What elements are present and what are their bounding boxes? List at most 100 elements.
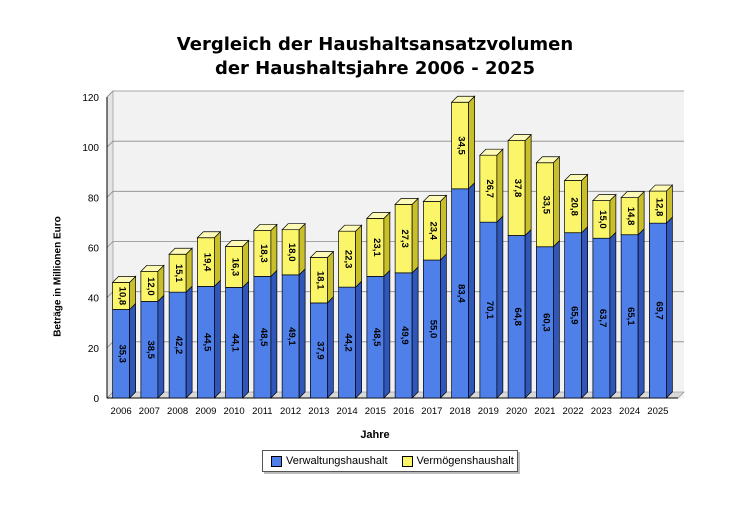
bar-top-face bbox=[422, 194, 448, 202]
x-tick-label: 2012 bbox=[280, 406, 301, 417]
x-tick-label: 2016 bbox=[393, 406, 414, 417]
data-label: 48,5 bbox=[371, 328, 382, 347]
bar-top-face bbox=[309, 251, 335, 258]
data-label: 34,5 bbox=[456, 136, 467, 155]
legend: Verwaltungshaushalt Vermögenshaushalt bbox=[262, 450, 518, 472]
x-tick-label: 2025 bbox=[647, 406, 668, 417]
bar-segment-side bbox=[524, 133, 532, 237]
x-tick-label: 2010 bbox=[224, 406, 245, 417]
bar-top-face bbox=[394, 198, 419, 205]
bar-segment-side bbox=[327, 250, 334, 304]
x-tick-label: 2009 bbox=[195, 406, 216, 417]
bar-segment-side bbox=[242, 280, 249, 399]
bar-top-face bbox=[620, 191, 645, 198]
bar-segment-side bbox=[270, 269, 278, 399]
data-label: 44,2 bbox=[343, 333, 354, 352]
data-label: 64,8 bbox=[512, 307, 523, 326]
data-label: 48,5 bbox=[258, 328, 269, 347]
bar-segment-side bbox=[129, 302, 136, 399]
x-tick-label: 2006 bbox=[111, 406, 132, 417]
x-tick-label: 2021 bbox=[534, 406, 555, 417]
bar-segment-side bbox=[468, 181, 475, 399]
bar-segment-side bbox=[581, 173, 588, 234]
x-tick-label: 2017 bbox=[421, 406, 442, 417]
bar-segment-side bbox=[411, 197, 419, 274]
x-tick-label: 2020 bbox=[506, 406, 527, 417]
bar-segment-side bbox=[270, 223, 278, 278]
bar-segment-side bbox=[524, 228, 532, 399]
y-axis-label: Beträge in Millionen Euro bbox=[52, 216, 64, 337]
data-label: 33,5 bbox=[540, 195, 551, 214]
data-label: 70,1 bbox=[484, 301, 495, 320]
bar-top-face bbox=[366, 212, 391, 219]
x-tick-label: 2019 bbox=[478, 406, 499, 417]
gridline bbox=[106, 90, 684, 98]
x-tick-label: 2023 bbox=[591, 406, 612, 417]
x-tick-label: 2014 bbox=[337, 406, 358, 417]
bar-top-face bbox=[281, 223, 306, 231]
bar-top-face bbox=[535, 156, 561, 164]
bar-segment-side bbox=[214, 230, 221, 288]
bar-top-face bbox=[450, 95, 476, 103]
gridline bbox=[106, 140, 684, 148]
bar-segment-side bbox=[355, 280, 362, 399]
bar-segment-side bbox=[468, 95, 475, 190]
data-label: 63,7 bbox=[597, 309, 608, 328]
bar-top-face bbox=[111, 276, 137, 283]
bar-segment-side bbox=[383, 269, 391, 399]
data-label: 65,1 bbox=[625, 307, 636, 326]
y-tick-label: 100 bbox=[82, 143, 99, 154]
bar-segment-side bbox=[440, 253, 447, 399]
x-tick-label: 2013 bbox=[308, 406, 329, 417]
chart-title-line-2: der Haushaltsjahre 2006 - 2025 bbox=[214, 58, 536, 79]
legend-swatch-vermoegenshaushalt bbox=[401, 455, 413, 467]
data-label: 23,4 bbox=[427, 221, 438, 240]
bar-segment-side bbox=[553, 239, 560, 399]
y-tick-label: 120 bbox=[82, 93, 99, 104]
data-label: 12,8 bbox=[653, 198, 664, 217]
bar-segment-side bbox=[666, 216, 673, 399]
bar-top-face bbox=[592, 194, 617, 201]
bar-segment-side bbox=[496, 148, 504, 224]
data-label: 37,8 bbox=[512, 179, 523, 198]
bar-segment-side bbox=[355, 224, 362, 288]
data-label: 35,3 bbox=[117, 344, 128, 363]
data-label: 12,0 bbox=[145, 277, 156, 296]
bar-segment-side bbox=[383, 211, 391, 278]
bar-top-face bbox=[253, 224, 278, 231]
bar-top-face bbox=[648, 184, 674, 192]
bar-segment-side bbox=[609, 231, 617, 399]
x-tick-label: 2018 bbox=[450, 406, 471, 417]
y-tick-label: 0 bbox=[93, 394, 99, 405]
data-label: 69,7 bbox=[653, 301, 664, 320]
bar-top-face bbox=[140, 264, 165, 272]
bar-segment-side bbox=[185, 247, 193, 293]
data-label: 44,5 bbox=[201, 333, 212, 352]
legend-swatch-verwaltungshaushalt bbox=[271, 455, 282, 467]
bar-segment-side bbox=[214, 279, 221, 399]
x-tick-label: 2008 bbox=[167, 406, 188, 417]
data-label: 15,1 bbox=[173, 264, 184, 283]
x-tick-label: 2024 bbox=[619, 406, 640, 417]
bar-segment-side bbox=[157, 294, 165, 399]
data-label: 16,3 bbox=[230, 258, 241, 277]
bar-top-face bbox=[563, 174, 589, 181]
data-label: 37,9 bbox=[314, 341, 325, 360]
data-label: 55,0 bbox=[427, 320, 438, 339]
data-label: 22,3 bbox=[343, 250, 354, 269]
data-label: 60,3 bbox=[540, 313, 551, 332]
chart-title-line-1: Vergleich der Haushaltsansatzvolumen bbox=[176, 34, 574, 55]
legend-item-vermoegenshaushalt: Vermögenshaushalt bbox=[401, 455, 514, 467]
bar-segment-side bbox=[298, 222, 306, 276]
data-label: 18,0 bbox=[286, 243, 297, 262]
bar-segment-side bbox=[327, 296, 334, 399]
legend-label-vermoegenshaushalt: Vermögenshaushalt bbox=[416, 455, 514, 467]
data-label: 14,8 bbox=[625, 207, 636, 226]
y-tick-label: 40 bbox=[88, 294, 100, 305]
x-tick-label: 2007 bbox=[139, 406, 160, 417]
bar-top-face bbox=[507, 134, 532, 141]
bar-segment-side bbox=[242, 239, 249, 289]
bar-top-face bbox=[196, 231, 222, 239]
bar-segment-side bbox=[637, 190, 645, 236]
data-label: 15,0 bbox=[597, 210, 608, 229]
